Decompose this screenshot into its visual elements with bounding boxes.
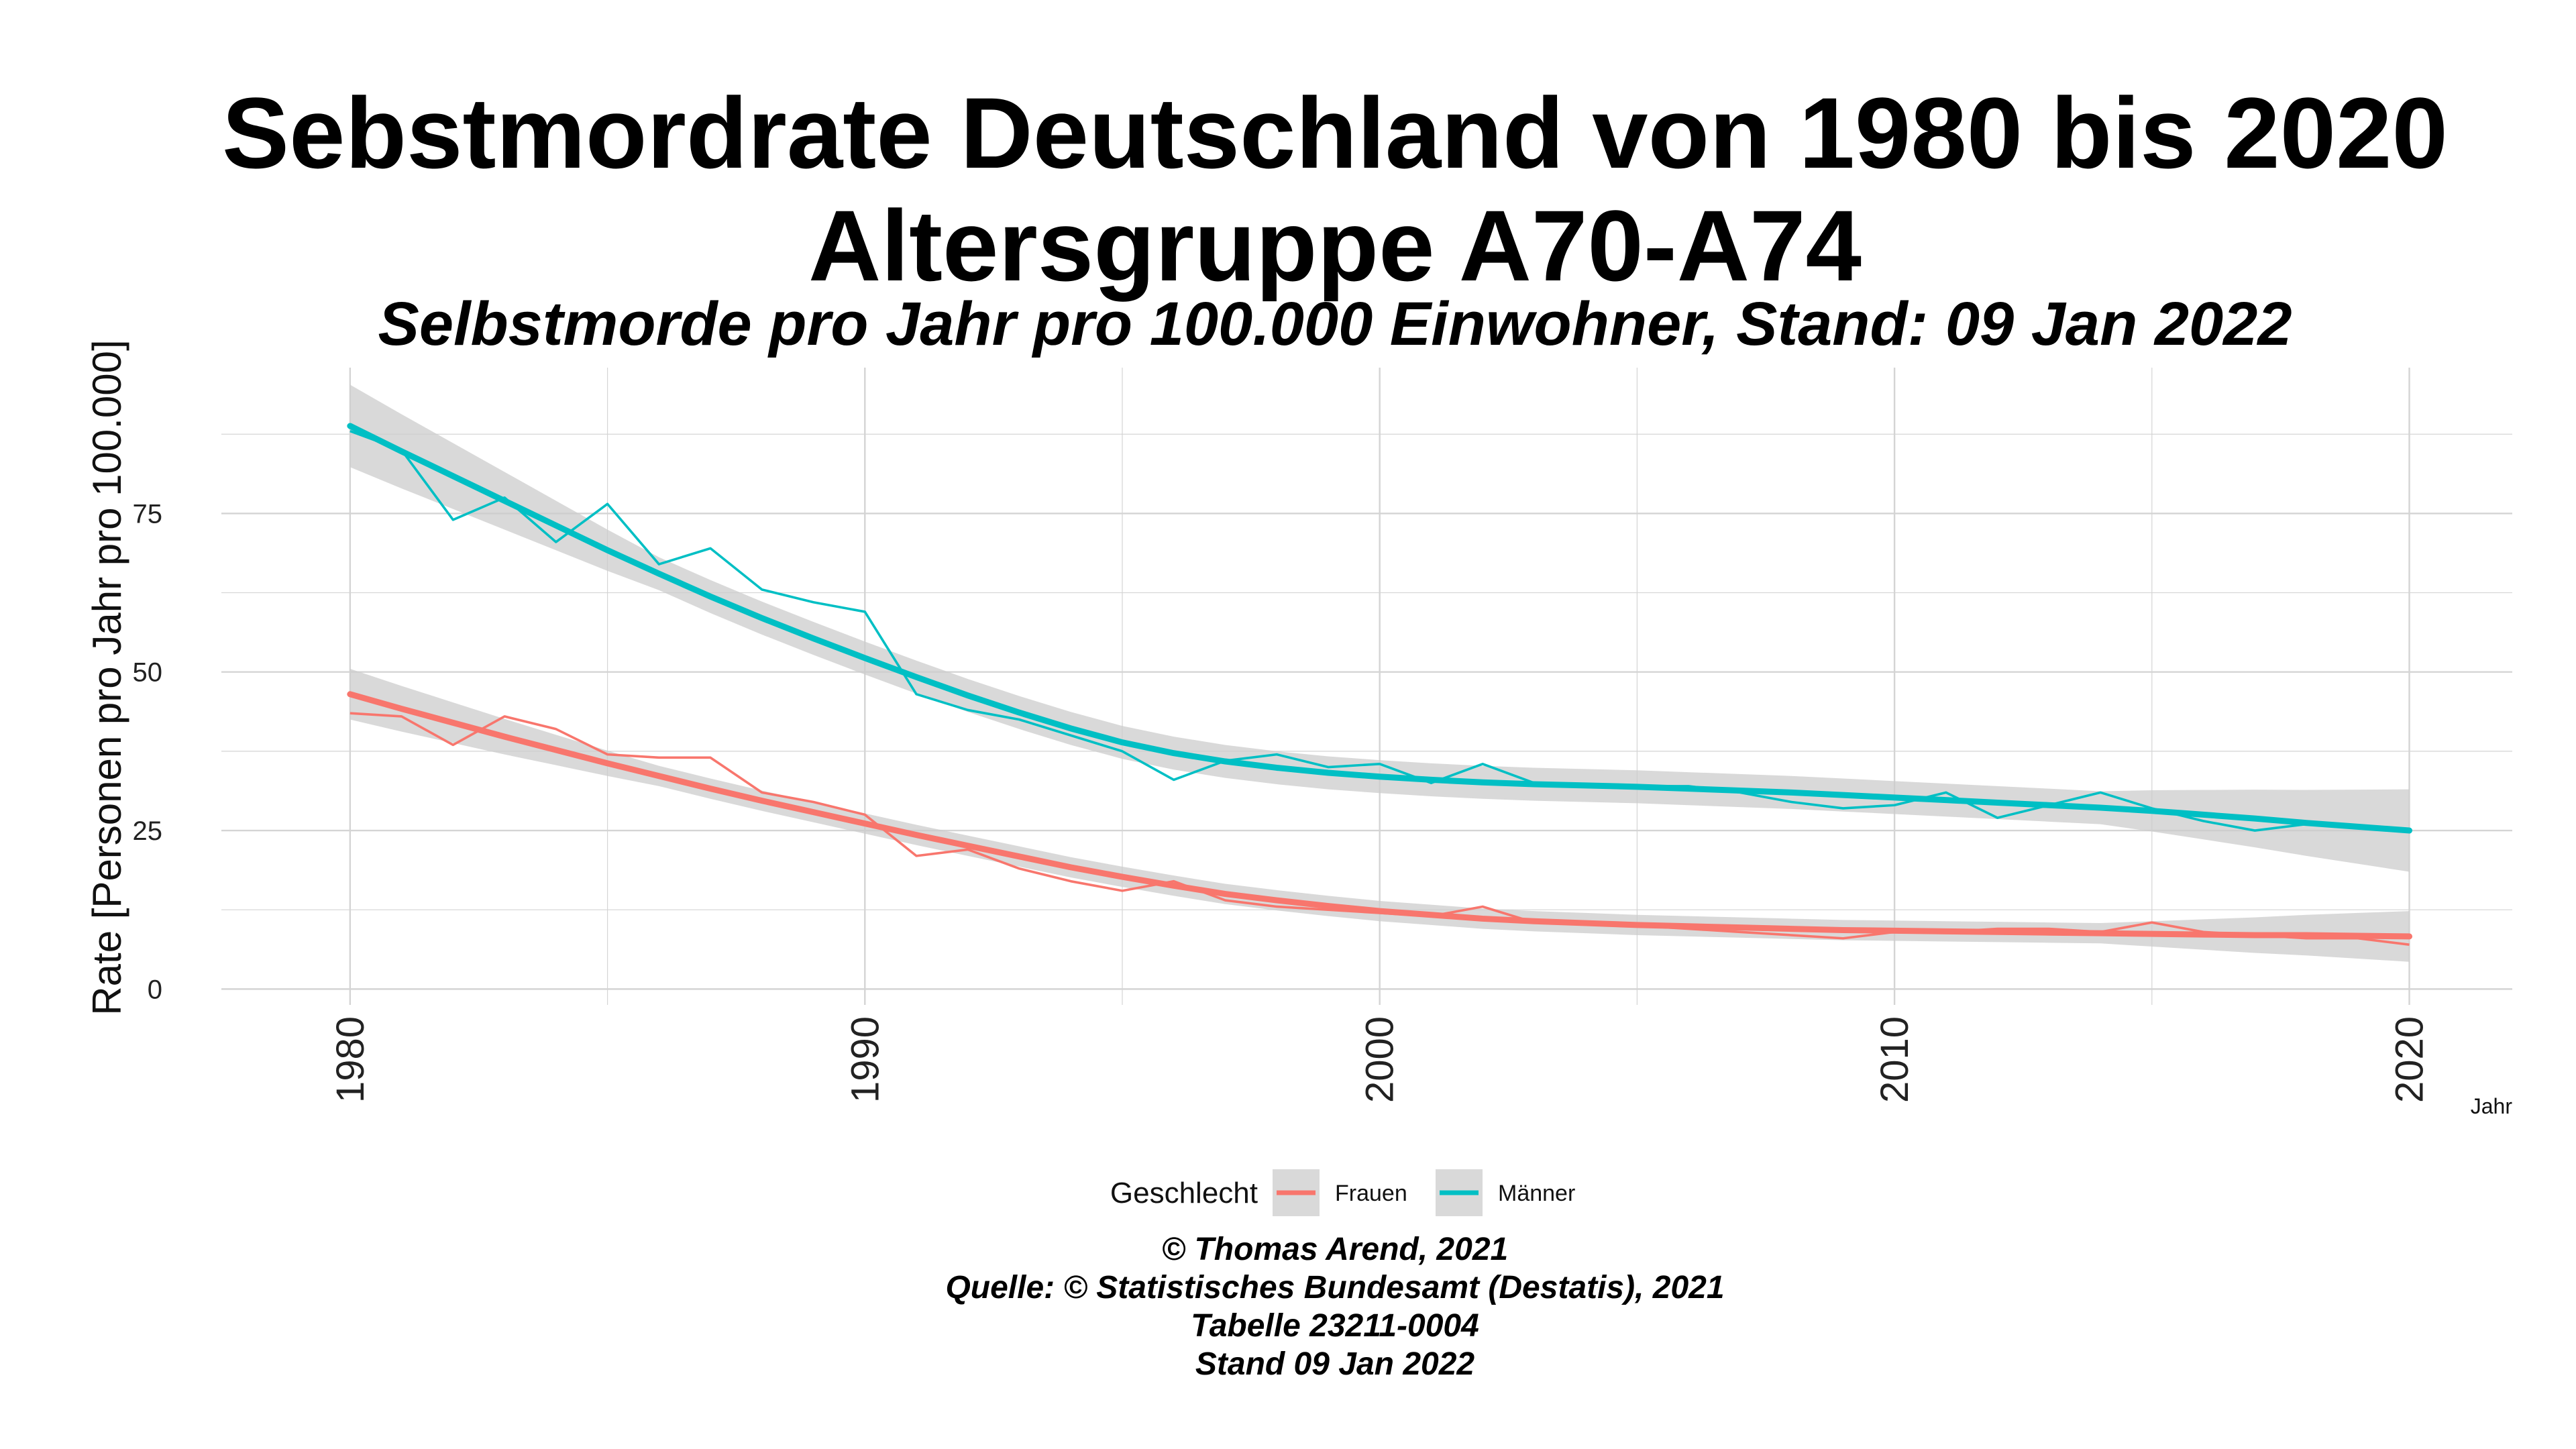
x-tick-label: 2020	[2388, 1016, 2432, 1103]
x-tick-label: 2000	[1358, 1016, 1402, 1103]
chart-title-line2: Altersgruppe A70-A74	[808, 189, 1862, 302]
caption-source: Quelle: © Statistisches Bundesamt (Desta…	[945, 1270, 1724, 1305]
chart-subtitle: Selbstmorde pro Jahr pro 100.000 Einwohn…	[378, 290, 2292, 358]
legend-item-maenner: Männer	[1436, 1169, 1575, 1216]
y-tick-label: 25	[133, 816, 163, 846]
y-tick-label: 50	[133, 658, 163, 688]
raw-line-maenner	[350, 429, 2410, 832]
legend-title: Geschlecht	[1110, 1177, 1258, 1210]
legend-label-maenner: Männer	[1498, 1181, 1575, 1206]
caption-author: © Thomas Arend, 2021	[1162, 1232, 1508, 1267]
y-tick-label: 75	[133, 499, 163, 529]
trend-lines	[347, 423, 2413, 940]
x-tick-label: 1990	[843, 1016, 887, 1103]
grid	[221, 368, 2512, 1005]
trend-line-maenner	[347, 423, 2413, 834]
caption-date: Stand 09 Jan 2022	[1195, 1346, 1475, 1382]
y-axis-label: Rate [Personen pro Jahr pro 100.000]	[85, 339, 129, 1015]
x-tick-label: 2010	[1873, 1016, 1917, 1103]
x-tick-labels: 1980 1990 2000 2010 2020	[329, 1016, 2432, 1103]
x-tick-label: 1980	[329, 1016, 372, 1103]
legend-item-frauen: Frauen	[1273, 1169, 1407, 1216]
caption-table: Tabelle 23211-0004	[1191, 1308, 1479, 1344]
chart-title-line1: Sebstmordrate Deutschland von 1980 bis 2…	[222, 76, 2448, 189]
y-tick-label: 0	[148, 975, 162, 1004]
trend-line-frauen	[347, 691, 2413, 940]
y-tick-labels: 0 25 50 75	[133, 499, 163, 1004]
x-axis-label: Jahr	[2471, 1094, 2513, 1118]
legend-label-frauen: Frauen	[1335, 1181, 1407, 1206]
legend: Geschlecht Frauen Männer	[1110, 1169, 1575, 1216]
